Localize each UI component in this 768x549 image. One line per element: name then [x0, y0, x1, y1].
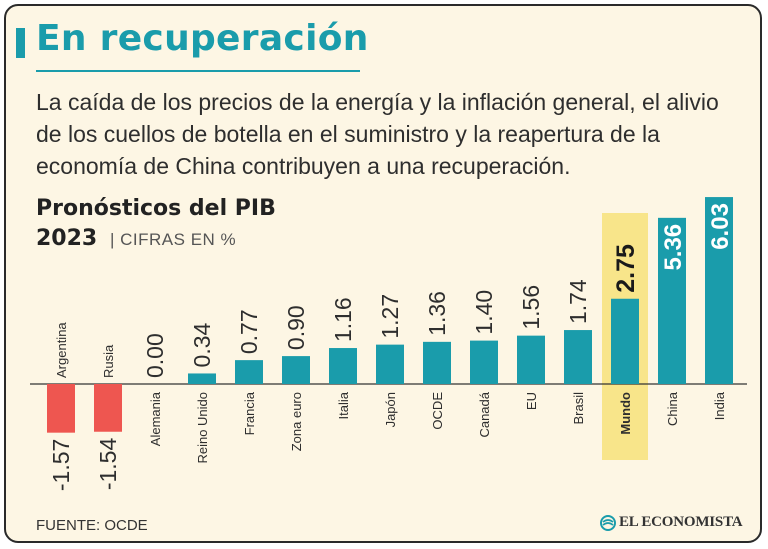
category-label-rusia: Rusia	[101, 344, 116, 378]
brand-name: EL ECONOMISTA	[619, 514, 743, 530]
category-label-mundo: Mundo	[618, 392, 633, 435]
value-label-india: 6.03	[707, 203, 734, 250]
headline: En recuperación	[36, 18, 369, 59]
value-label-rusia: -1.54	[95, 438, 121, 491]
value-label-brasil: 1.74	[565, 279, 591, 324]
bar-francia	[235, 360, 263, 384]
category-label-china: China	[665, 391, 680, 426]
source-note: FUENTE: OCDE	[36, 517, 148, 534]
category-label-eu: EU	[524, 392, 539, 410]
bar-canada	[470, 340, 498, 384]
bar-brasil	[564, 330, 592, 384]
category-label-india: India	[712, 391, 727, 420]
chart-year: 2023	[36, 226, 98, 251]
category-label-brasil: Brasil	[571, 392, 586, 425]
bar-japon	[376, 344, 404, 384]
category-label-zona-euro: Zona euro	[289, 392, 304, 451]
category-label-japon: Japón	[383, 392, 398, 427]
value-label-francia: 0.77	[236, 309, 262, 354]
bar-eu	[517, 335, 545, 384]
value-label-eu: 1.56	[518, 285, 544, 330]
headline-accent-bar	[16, 28, 25, 58]
gdp-bar-chart: Argentina -1.57 Rusia -1.54 Alemania 0.00 Rein…	[30, 197, 747, 491]
bar-ocde	[423, 341, 451, 384]
value-label-china: 5.36	[660, 224, 687, 271]
headline-underline	[36, 70, 360, 72]
category-label-italia: Italia	[336, 391, 351, 419]
bar-india	[705, 197, 733, 384]
value-label-japon: 1.27	[377, 294, 403, 339]
value-label-mundo: 2.75	[612, 244, 640, 293]
bar-argentina	[47, 384, 75, 433]
value-label-alemania: 0.00	[142, 333, 168, 378]
value-label-reino-unido: 0.34	[189, 322, 215, 367]
value-label-italia: 1.16	[330, 297, 356, 342]
bar-zona-euro	[282, 356, 310, 384]
bar-rusia	[94, 384, 122, 432]
infographic-card: En recuperación La caída de los precios …	[4, 4, 762, 543]
publisher-brand: EL ECONOMISTA	[600, 514, 743, 531]
value-label-canada: 1.40	[471, 290, 497, 335]
category-label-alemania: Alemania	[148, 391, 163, 446]
bar-china	[658, 217, 686, 384]
value-label-argentina: -1.57	[48, 439, 74, 491]
value-label-zona-euro: 0.90	[283, 305, 309, 350]
category-label-argentina: Argentina	[54, 322, 69, 378]
bar-italia	[329, 348, 357, 384]
bar-mundo	[611, 298, 639, 384]
category-label-canada: Canadá	[477, 391, 492, 437]
category-label-ocde: OCDE	[430, 392, 445, 430]
chart-units: | CIFRAS EN %	[110, 230, 237, 249]
category-label-francia: Francia	[242, 391, 257, 435]
bar-reino-unido	[188, 373, 216, 384]
category-label-reino-unido: Reino Unido	[195, 392, 210, 464]
chart-title: Pronósticos del PIB	[36, 196, 276, 221]
el-economista-logo-icon	[600, 514, 616, 531]
value-label-ocde: 1.36	[424, 291, 450, 336]
subtitle: La caída de los precios de la energía y …	[36, 89, 719, 179]
